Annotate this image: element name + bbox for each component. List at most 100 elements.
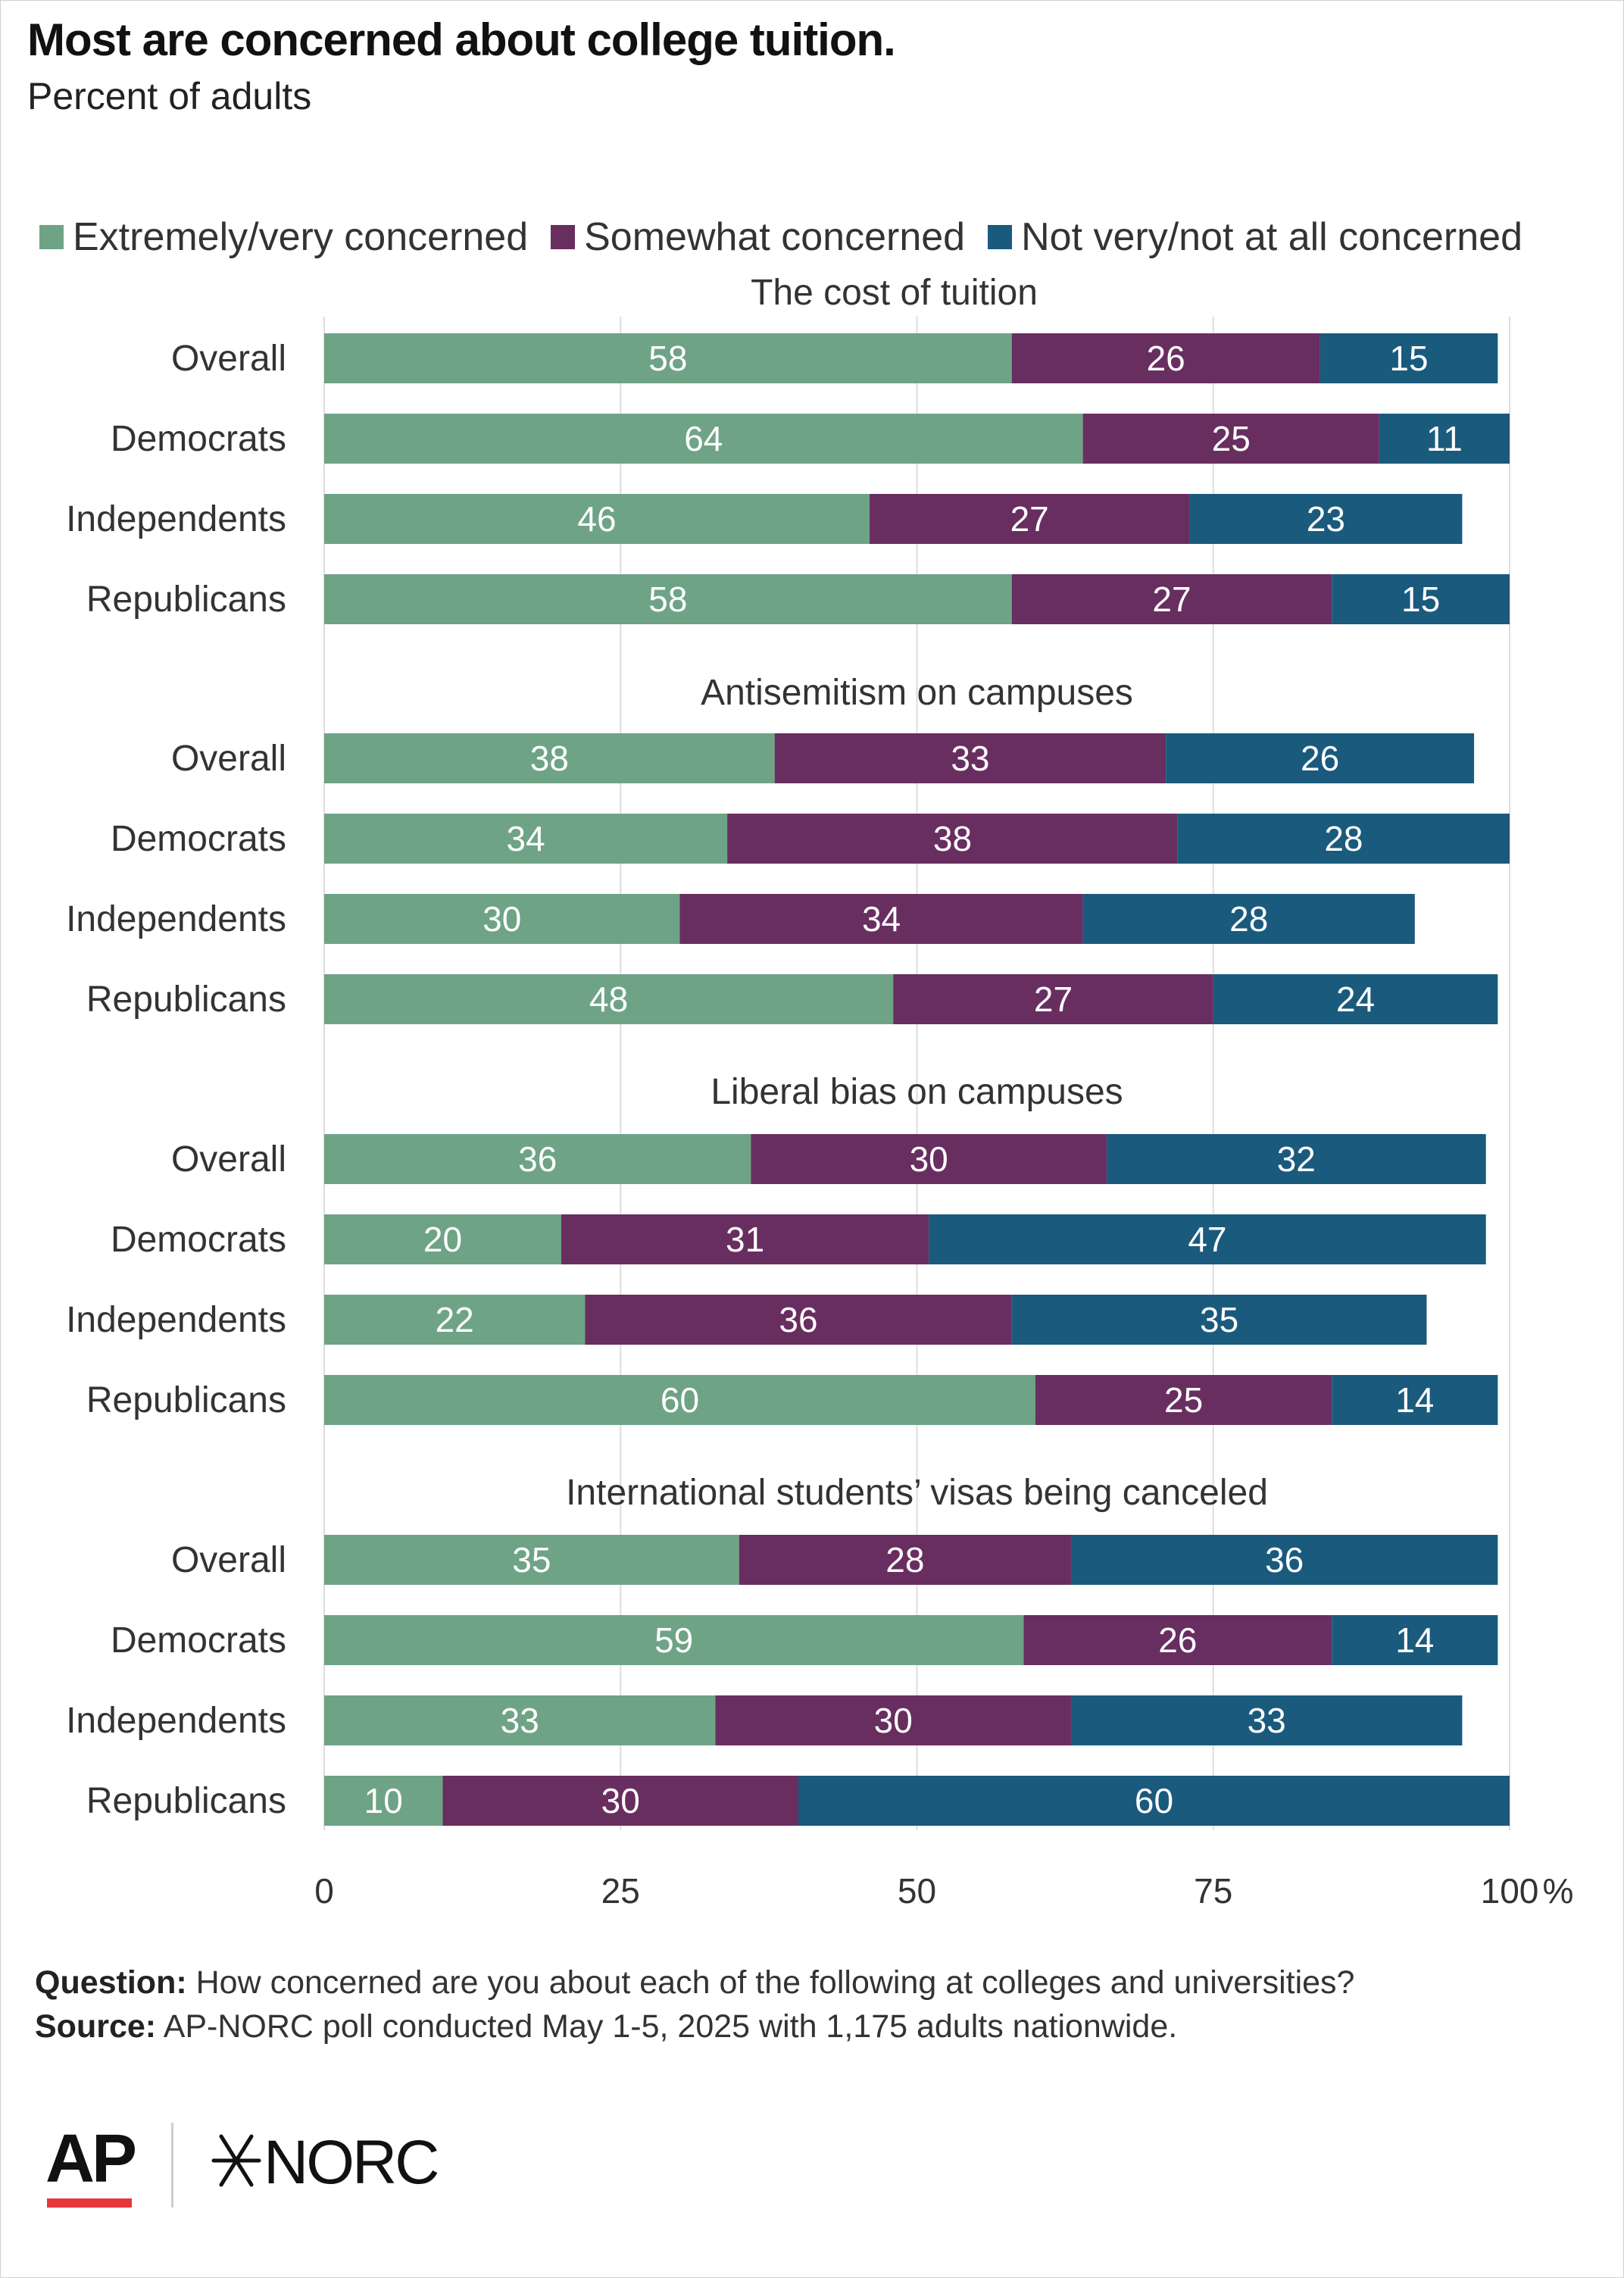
footer: Question: How concerned are you about ea… xyxy=(35,1961,1354,2048)
bar-0-0-0 xyxy=(324,333,1012,383)
bar-3-1-0 xyxy=(324,1615,1024,1665)
bar-1-2-0 xyxy=(324,894,680,944)
legend-label-somewhat: Somewhat concerned xyxy=(584,215,966,259)
stacked-bar-chart: The cost of tuition Overall 58 26 15 Democrat… xyxy=(66,273,1573,1911)
legend-swatch-somewhat xyxy=(551,225,576,249)
value-label-3-3-2: 60 xyxy=(1135,1781,1173,1820)
ap-logo-text: AP xyxy=(45,2121,135,2197)
legend-label-not-very: Not very/not at all concerned xyxy=(1021,215,1523,259)
value-label-0-3-0: 58 xyxy=(648,580,687,619)
bar-2-0-2 xyxy=(1106,1134,1486,1184)
bar-3-0-2 xyxy=(1070,1535,1498,1585)
value-label-0-3-2: 15 xyxy=(1401,580,1440,619)
group-title-0: The cost of tuition xyxy=(751,273,1038,313)
value-label-3-3-1: 30 xyxy=(601,1781,640,1820)
group-title-1: Antisemitism on campuses xyxy=(701,673,1133,713)
legend-swatch-extremely-very xyxy=(39,225,64,249)
bar-1-0-2 xyxy=(1166,733,1475,783)
value-label-0-0-0: 58 xyxy=(648,339,687,378)
value-label-2-3-0: 60 xyxy=(661,1380,699,1420)
bar-2-1-0 xyxy=(324,1214,561,1264)
logo-divider xyxy=(171,2123,173,2208)
bar-1-1-2 xyxy=(1177,814,1510,864)
row-label-1-2: Independents xyxy=(66,899,286,939)
norc-logo-text: NORC xyxy=(264,2128,438,2197)
footer-source: Source: AP-NORC poll conducted May 1-5, … xyxy=(35,2005,1354,2048)
row-label-0-0: Overall xyxy=(171,339,286,379)
bar-3-1-2 xyxy=(1332,1615,1498,1665)
row-label-0-2: Independents xyxy=(66,499,286,539)
bar-1-1-0 xyxy=(324,814,728,864)
bar-0-1-2 xyxy=(1379,414,1510,464)
value-label-2-2-2: 35 xyxy=(1200,1300,1238,1339)
value-label-3-2-1: 30 xyxy=(874,1701,913,1740)
value-label-1-3-0: 48 xyxy=(589,980,628,1019)
bar-1-2-2 xyxy=(1082,894,1415,944)
x-tick-25: 25 xyxy=(601,1871,640,1911)
value-label-1-0-1: 33 xyxy=(951,739,989,778)
x-tick-0: 0 xyxy=(314,1871,334,1911)
group-title-3: International students’ visas being canc… xyxy=(566,1473,1268,1513)
value-label-0-0-2: 15 xyxy=(1389,339,1428,378)
bar-3-2-0 xyxy=(324,1695,716,1745)
legend-item-extremely-very: Extremely/very concerned xyxy=(39,214,528,260)
bar-2-1-2 xyxy=(929,1214,1486,1264)
bar-0-0-2 xyxy=(1320,333,1498,383)
bar-3-1-1 xyxy=(1023,1615,1332,1665)
value-label-2-1-0: 20 xyxy=(423,1220,462,1259)
row-label-0-3: Republicans xyxy=(86,580,286,620)
bar-0-2-0 xyxy=(324,494,870,544)
bar-1-3-2 xyxy=(1213,974,1498,1024)
chart-title: Most are concerned about college tuition… xyxy=(27,14,896,65)
norc-logo: NORC xyxy=(211,2128,440,2197)
bar-3-3-1 xyxy=(442,1776,798,1826)
bar-2-0-0 xyxy=(324,1134,751,1184)
value-label-0-3-1: 27 xyxy=(1152,580,1191,619)
legend-item-not-very: Not very/not at all concerned xyxy=(988,214,1522,260)
bar-1-0-1 xyxy=(774,733,1166,783)
value-label-2-0-1: 30 xyxy=(910,1139,948,1179)
row-label-2-0: Overall xyxy=(171,1139,286,1180)
bar-0-1-1 xyxy=(1082,414,1379,464)
bar-2-2-2 xyxy=(1011,1295,1427,1345)
row-label-1-0: Overall xyxy=(171,739,286,779)
value-label-2-1-1: 31 xyxy=(726,1220,764,1259)
bar-1-2-1 xyxy=(679,894,1083,944)
bar-2-3-0 xyxy=(324,1375,1035,1425)
bar-0-0-1 xyxy=(1011,333,1320,383)
x-tick-100: 100 xyxy=(1481,1871,1539,1911)
row-label-3-3: Republicans xyxy=(86,1781,286,1821)
value-label-1-3-1: 27 xyxy=(1034,980,1073,1019)
question-label: Question: xyxy=(35,1964,187,2001)
chart-subtitle: Percent of adults xyxy=(27,75,312,117)
row-label-2-3: Republicans xyxy=(86,1380,286,1420)
value-label-2-1-2: 47 xyxy=(1188,1220,1226,1259)
row-label-0-1: Democrats xyxy=(111,419,286,459)
value-label-0-0-1: 26 xyxy=(1147,339,1185,378)
value-label-3-1-0: 59 xyxy=(654,1620,693,1660)
bar-0-2-2 xyxy=(1189,494,1463,544)
value-label-2-0-0: 36 xyxy=(518,1139,557,1179)
value-label-3-0-2: 36 xyxy=(1265,1540,1304,1580)
value-label-1-2-1: 34 xyxy=(862,899,901,939)
bar-3-0-0 xyxy=(324,1535,739,1585)
value-label-0-2-0: 46 xyxy=(577,499,616,539)
value-label-0-1-2: 11 xyxy=(1426,419,1463,458)
ap-logo-underline xyxy=(47,2198,132,2208)
question-text: How concerned are you about each of the … xyxy=(195,1964,1355,2001)
bar-2-3-2 xyxy=(1332,1375,1498,1425)
value-label-0-1-1: 25 xyxy=(1212,419,1251,458)
bar-0-3-0 xyxy=(324,574,1012,624)
bar-2-0-1 xyxy=(751,1134,1107,1184)
row-label-3-1: Democrats xyxy=(111,1620,286,1661)
source-text: AP-NORC poll conducted May 1-5, 2025 wit… xyxy=(163,2008,1178,2045)
row-label-3-0: Overall xyxy=(171,1540,286,1580)
row-label-2-1: Democrats xyxy=(111,1220,286,1260)
value-label-2-2-0: 22 xyxy=(436,1300,474,1339)
value-label-1-3-2: 24 xyxy=(1336,980,1375,1019)
legend: Extremely/very concerned Somewhat concer… xyxy=(39,214,1522,260)
bar-0-2-1 xyxy=(869,494,1190,544)
bar-0-3-2 xyxy=(1332,574,1510,624)
source-label: Source: xyxy=(35,2008,157,2045)
bar-1-3-1 xyxy=(893,974,1213,1024)
